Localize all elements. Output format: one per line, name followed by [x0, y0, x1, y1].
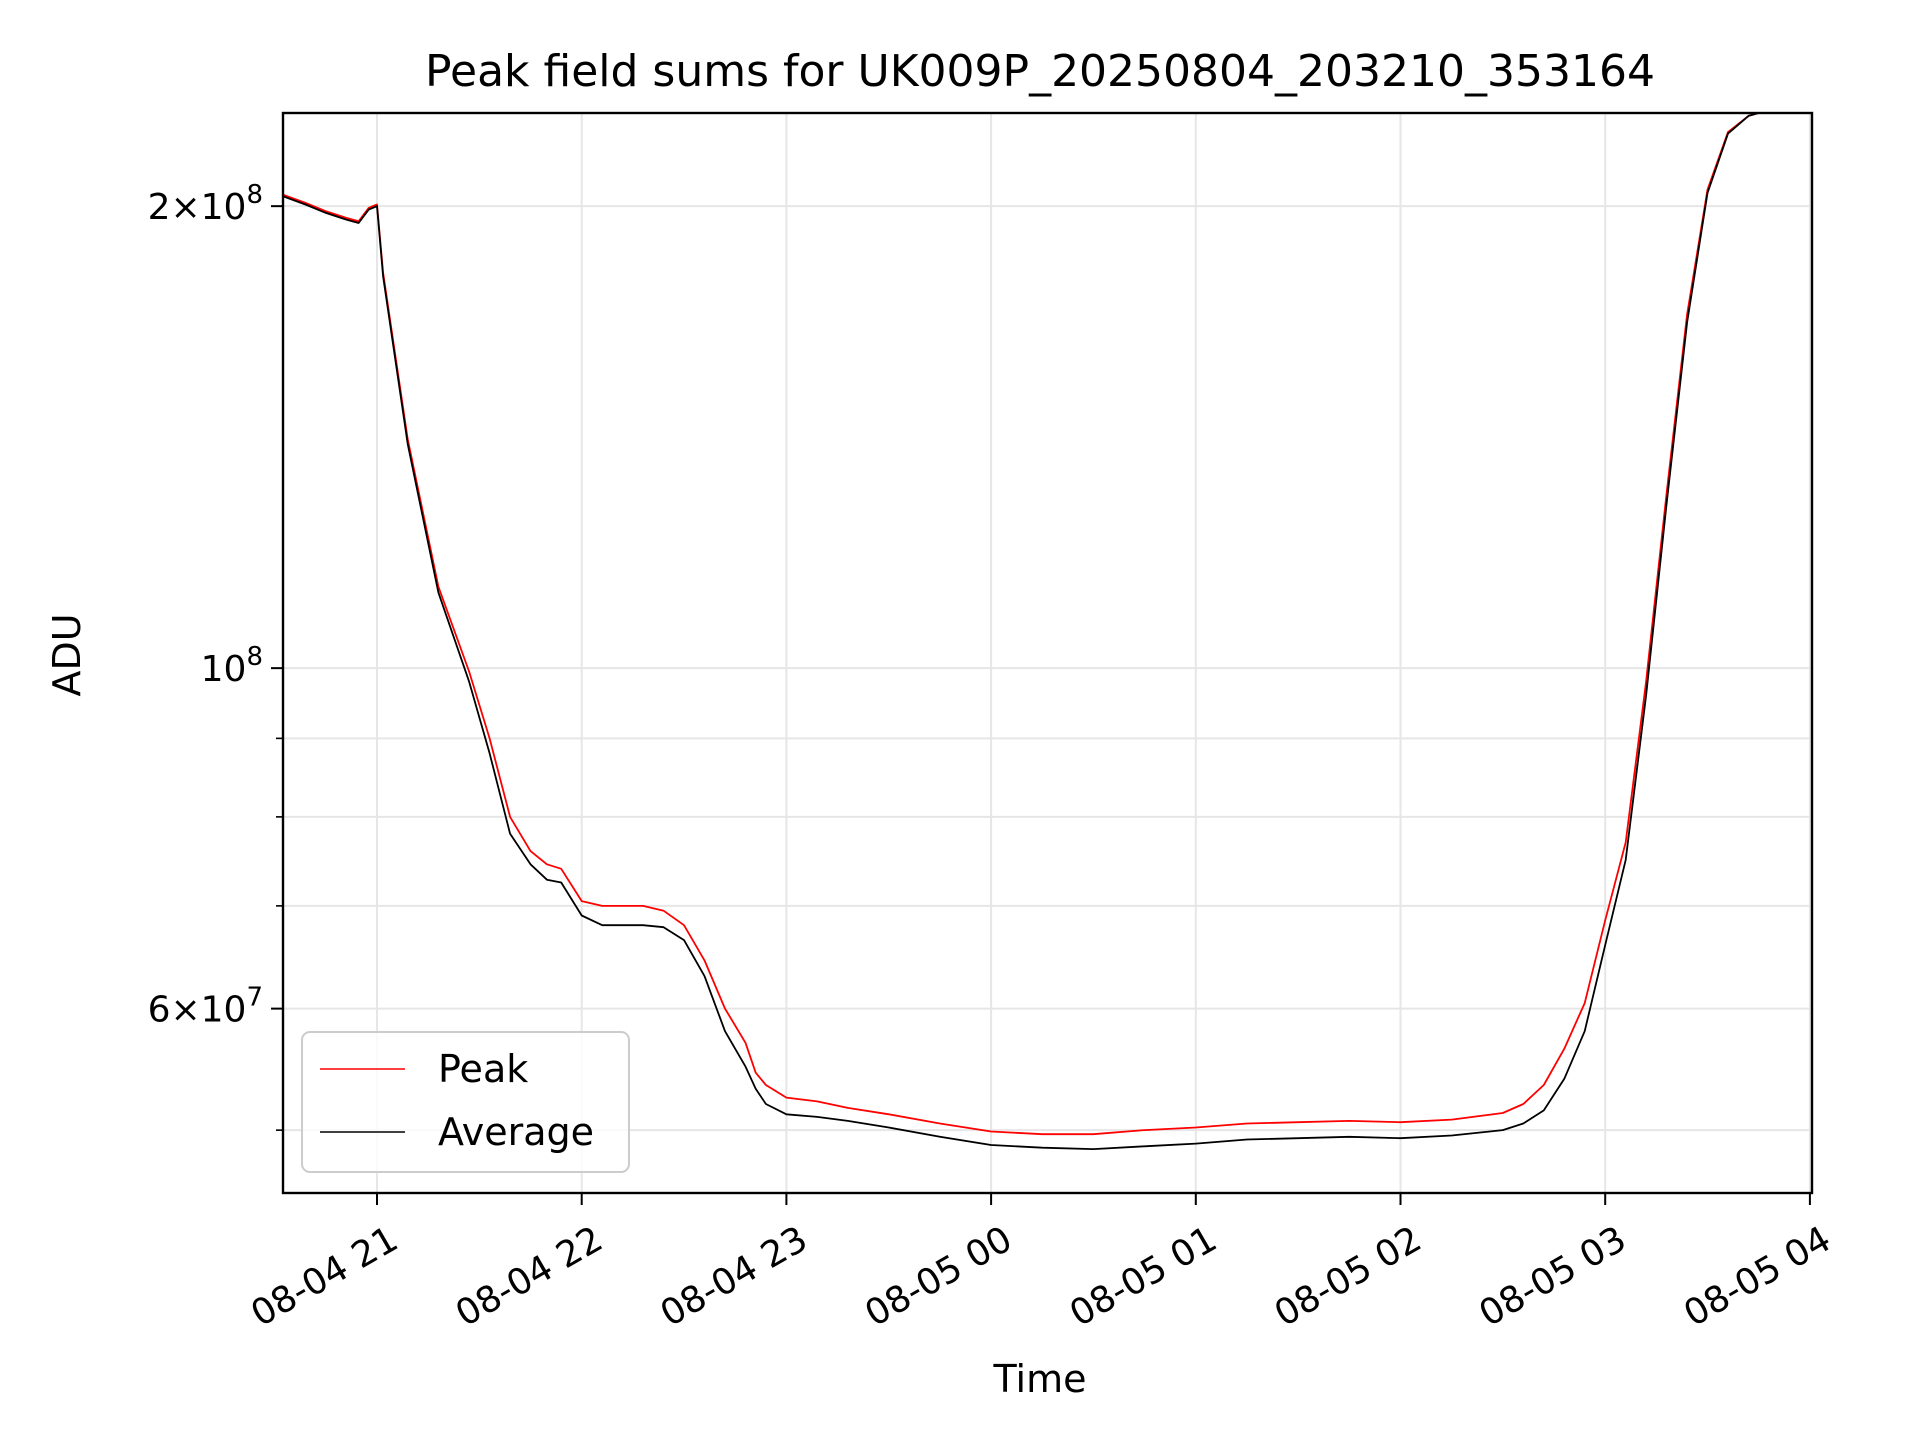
x-tick-label: 08-04 21: [244, 1219, 405, 1335]
x-axis-label: Time: [993, 1357, 1087, 1401]
series-layer: [283, 113, 1790, 1150]
x-tick-label: 08-05 04: [1677, 1219, 1838, 1335]
y-axis: 2×108 108 6×107: [148, 180, 283, 1131]
plot-frame: [281, 111, 1814, 1195]
legend: Peak Average: [301, 1031, 630, 1173]
x-tick-label: 08-05 03: [1473, 1219, 1634, 1335]
legend-label-average: Average: [438, 1110, 594, 1154]
chart-title: Peak field sums for UK009P_20250804_2032…: [425, 46, 1655, 97]
series-line-average: [283, 113, 1790, 1150]
legend-box: [301, 1031, 630, 1173]
x-tick-label: 08-05 00: [858, 1219, 1019, 1335]
legend-label-peak: Peak: [438, 1047, 528, 1091]
x-tick-label: 08-04 23: [654, 1219, 815, 1335]
series-line-peak: [283, 113, 1790, 1136]
x-tick-label: 08-04 22: [449, 1219, 610, 1335]
y-axis-label: ADU: [45, 613, 89, 696]
grid: [283, 113, 1812, 1193]
y-tick-label: 2×108: [148, 180, 263, 228]
y-tick-label: 6×107: [148, 983, 263, 1031]
x-tick-label: 08-05 01: [1063, 1219, 1224, 1335]
y-tick-label: 108: [201, 642, 263, 690]
x-axis: 08-04 21 08-04 22 08-04 23 08-05 00 08-05 01…: [244, 1193, 1838, 1335]
x-tick-label: 08-05 02: [1268, 1219, 1429, 1335]
